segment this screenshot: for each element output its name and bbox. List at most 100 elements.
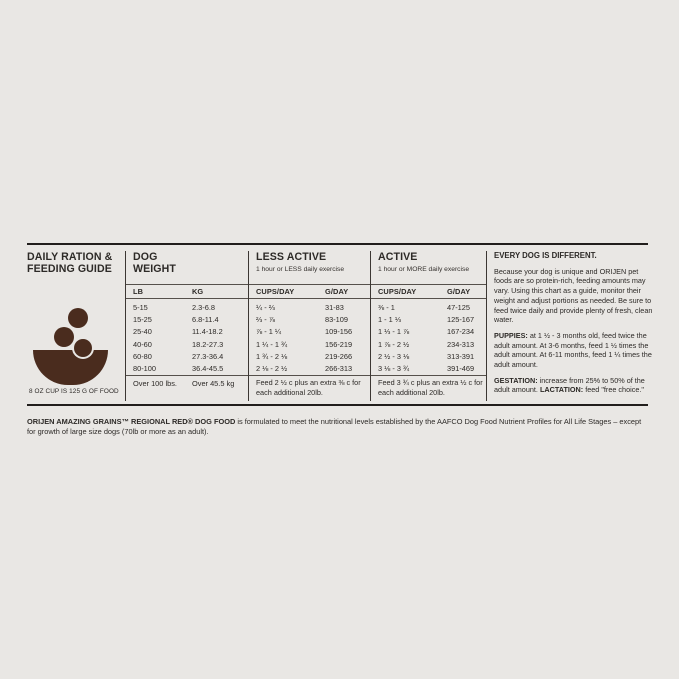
dog-weight-title-line1: DOG [133,251,158,263]
lb-value: 5-15 [133,302,148,312]
cup-measure-note: 8 OZ CUP IS 125 G OF FOOD [29,388,119,395]
kg-value: 6.8-11.4 [192,314,219,324]
lb-value: 60-80 [133,351,152,361]
table-row: ⅞ - 1 ¼ 109-156 [256,326,367,338]
top-rule [27,243,648,245]
gestation-text: increase from 25% to 50% of the adult am… [494,375,645,395]
cups-value: 2 ⅛ - 2 ½ [256,364,288,374]
grams-value: 266-313 [325,364,353,374]
cups-value: 1 ¾ - 2 ⅛ [256,351,288,361]
grams-value: 47-125 [447,302,471,312]
dog-weight-title: DOG WEIGHT [126,250,248,275]
grams-value: 167-234 [447,327,475,337]
less-active-subtitle: 1 hour or LESS daily exercise [256,265,345,273]
rule [126,298,248,299]
table-row: 2 ⅛ - 2 ½ 266-313 [256,363,367,375]
cups-value: ⅜ - 1 [378,302,395,312]
table-row: 80-100 36.4-45.5 [133,363,245,375]
lb-value: 25-40 [133,327,152,337]
table-row: 1 ¼ - 1 ¾ 156-219 [256,338,367,350]
active-extra-note: Feed 3 ¾ c plus an extra ½ c for each ad… [378,378,483,397]
kibble-dot-icon [74,339,92,357]
grams-value: 391-469 [447,364,475,374]
table-row: 3 ⅛ - 3 ¾ 391-469 [378,363,483,375]
divider-less-active [370,251,371,401]
guide-title-line1: DAILY RATION & [27,251,113,263]
active-title: ACTIVE [378,251,418,263]
grams-value: 219-266 [325,351,353,361]
table-row: 15-25 6.8-11.4 [133,313,245,325]
cups-value: 1 ⅞ - 2 ½ [378,339,410,349]
gestation-lactation-note: GESTATION: increase from 25% to 50% of t… [494,376,655,395]
cups-value: 2 ½ - 3 ⅛ [378,351,410,361]
rule [371,375,486,376]
g-day-header: G/DAY [325,287,349,296]
lb-value: 40-60 [133,339,152,349]
table-row: 1 ⅓ - 1 ⅞ 167-234 [378,326,483,338]
over-kg-value: Over 45.5 kg [192,379,235,388]
dog-weight-title-line2: WEIGHT [133,262,176,275]
cups-value: 1 ⅓ - 1 ⅞ [378,327,410,337]
notes-intro: Because your dog is unique and ORIJEN pe… [494,266,653,325]
kg-value: 11.4-18.2 [192,327,223,337]
cups-value: ⅞ - 1 ¼ [256,327,282,337]
divider-weight-less [248,251,249,401]
puppies-label: PUPPIES: [494,330,528,340]
cups-value: ¼ - ⅔ [256,302,275,312]
divider-label-weight [125,251,126,401]
cups-value: ⅔ - ⅞ [256,314,275,324]
table-row: 1 ¾ - 2 ⅛ 219-266 [256,350,367,362]
daily-ration-section: DAILY RATION & FEEDING GUIDE 8 OZ CUP IS… [27,250,125,402]
less-active-rows: ¼ - ⅔ 31-83 ⅔ - ⅞ 83-109 ⅞ - 1 ¼ 109-156 1 … [256,301,367,375]
kg-value: 36.4-45.5 [192,364,224,374]
kg-value: 18.2-27.3 [192,339,224,349]
less-active-column: LESS ACTIVE 1 hour or LESS daily exercis… [249,250,370,402]
table-row: 2 ½ - 3 ⅛ 313-391 [378,350,483,362]
table-row: 5-15 2.3-6.8 [133,301,245,313]
notes-heading: EVERY DOG IS DIFFERENT. [494,251,597,260]
table-row: ⅔ - ⅞ 83-109 [256,313,367,325]
table-row: 60-80 27.3-36.4 [133,350,245,362]
table-row: ¼ - ⅔ 31-83 [256,301,367,313]
rule [371,298,486,299]
cups-day-header: CUPS/DAY [256,287,295,296]
lactation-text: feed "free choice." [583,385,644,395]
less-active-subheader: CUPS/DAY G/DAY [256,287,367,296]
bowl-icon [33,350,108,385]
lb-value: 15-25 [133,314,152,324]
table-row: 1 ⅞ - 2 ½ 234-313 [378,338,483,350]
divider-active-notes [486,251,487,401]
less-active-extra-note: Feed 2 ½ c plus an extra ⅜ c for each ad… [256,378,361,397]
rule [126,284,248,285]
weight-rows: 5-15 2.3-6.8 15-25 6.8-11.4 25-40 11.4-18.2… [133,301,245,375]
rule [371,284,486,285]
rule [249,298,370,299]
aafco-disclaimer: ORIJEN AMAZING GRAINS™ REGIONAL RED® DOG… [27,417,651,437]
grams-value: 234-313 [447,339,475,349]
grams-value: 313-391 [447,351,475,361]
table-row: 1 - 1 ⅓ 125-167 [378,313,483,325]
grams-value: 109-156 [325,327,353,337]
g-day-header: G/DAY [447,287,471,296]
active-rows: ⅜ - 1 47-125 1 - 1 ⅓ 125-167 1 ⅓ - 1 ⅞ 167-… [378,301,483,375]
over-100-row: Over 100 lbs. Over 45.5 kg [133,379,245,388]
kibble-dot-icon [54,327,74,347]
notes-column: EVERY DOG IS DIFFERENT. Because your dog… [494,251,655,401]
grams-value: 83-109 [325,314,349,324]
lactation-label: LACTATION: [539,385,584,395]
less-active-title: LESS ACTIVE [256,251,327,263]
table-row: 40-60 18.2-27.3 [133,338,245,350]
kibble-dot-icon [68,308,88,328]
rule [126,375,248,376]
weight-subheader: LB KG [133,287,245,296]
bottom-rule [27,404,648,406]
guide-title: DAILY RATION & FEEDING GUIDE [27,250,125,275]
disclaimer-text: is formulated to meet the nutritional le… [27,417,642,437]
gestation-label: GESTATION: [494,375,538,385]
cups-value: 1 ¼ - 1 ¾ [256,339,288,349]
active-column: ACTIVE 1 hour or MORE daily exercise CUP… [371,250,486,402]
active-subheader: CUPS/DAY G/DAY [378,287,483,296]
grams-value: 125-167 [447,314,475,324]
dog-weight-column: DOG WEIGHT LB KG 5-15 2.3-6.8 15-25 6.8-11… [126,250,248,402]
